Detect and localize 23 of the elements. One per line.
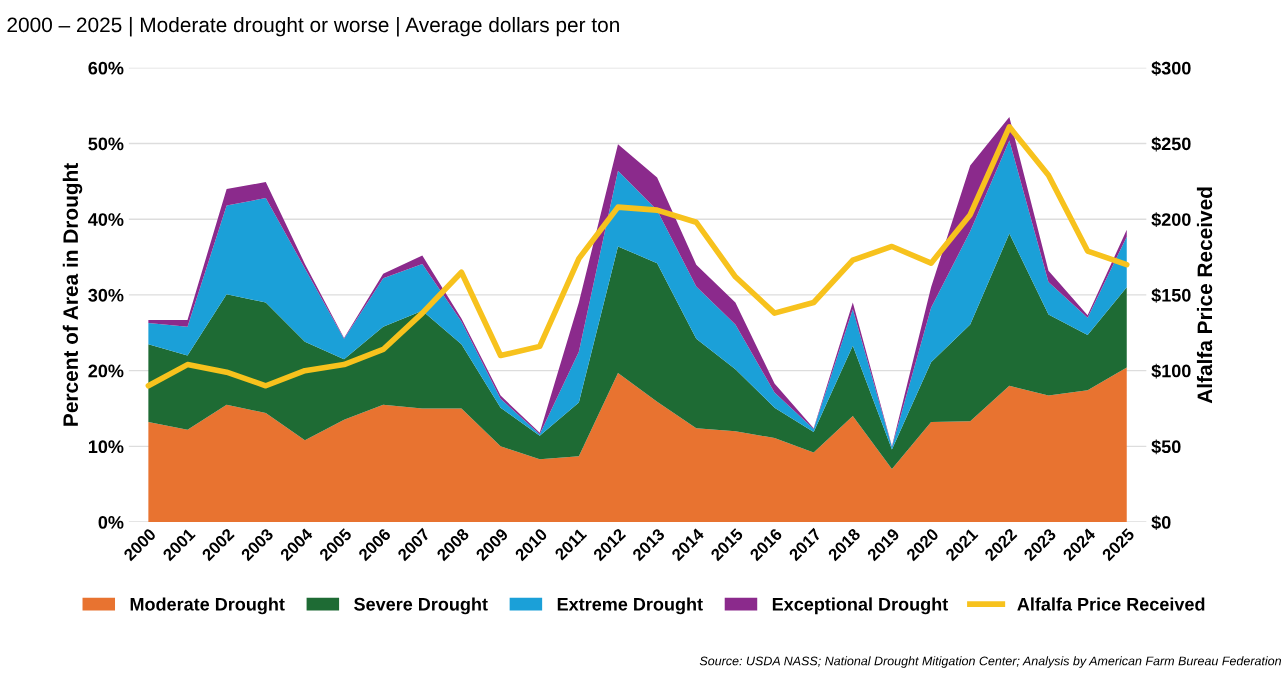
y2-tick-label: $250	[1151, 136, 1191, 152]
y2-tick-label: $300	[1151, 60, 1191, 76]
legend-label: Moderate Drought	[130, 597, 285, 615]
legend-label: Severe Drought	[354, 597, 488, 615]
y2-tick-label: $0	[1151, 515, 1171, 530]
y2-tick-label: $50	[1151, 439, 1181, 455]
y-tick-label: 0%	[98, 515, 124, 529]
legend-label: Exceptional Drought	[772, 597, 948, 615]
y-tick-label: 60%	[88, 61, 124, 75]
y-tick-label: 20%	[88, 364, 124, 378]
y-tick-label: 50%	[88, 137, 124, 151]
y2-tick-label: $200	[1151, 212, 1191, 228]
chart-title: 2000 – 2025 | Moderate drought or worse | Average dollars per ton	[7, 16, 619, 37]
y2-axis-title: Alfalfa Price Received	[1196, 187, 1213, 404]
legend-label: Alfalfa Price Received	[1017, 597, 1205, 611]
legend-label: Extreme Drought	[557, 597, 703, 615]
y-tick-label: 40%	[88, 213, 124, 226]
y-tick-label: 30%	[88, 288, 124, 302]
y2-tick-label: $150	[1151, 288, 1191, 303]
source-note: Source: USDA NASS; National Drought Mitigation Center; Analysis by American Farm Bureau Federation	[699, 656, 1282, 668]
y2-tick-label: $100	[1151, 363, 1191, 379]
y-tick-label: 10%	[88, 440, 124, 454]
y-axis-title: Percent of Area in Drought	[62, 163, 83, 426]
